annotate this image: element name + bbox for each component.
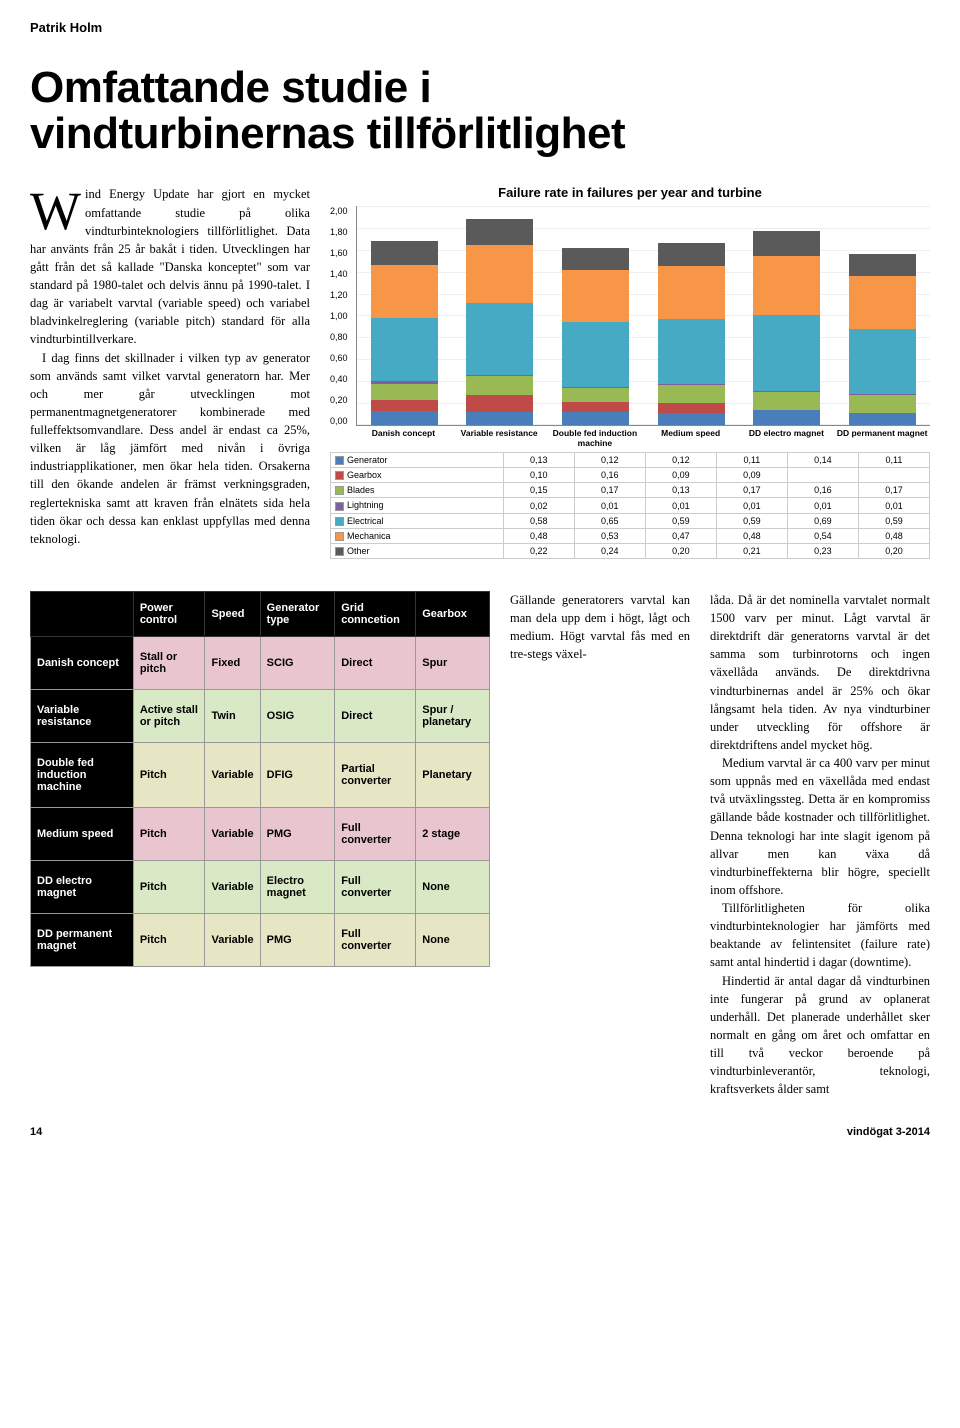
chart-title: Failure rate in failures per year and tu… xyxy=(330,185,930,200)
publication-ref: vindögat 3-2014 xyxy=(847,1126,930,1138)
page-footer: 14 vindögat 3-2014 xyxy=(30,1126,930,1138)
page-number: 14 xyxy=(30,1126,42,1138)
left-column: Wind Energy Update har gjort en mycket o… xyxy=(30,185,310,573)
article-title: Omfattande studie i vindturbinernas till… xyxy=(30,65,930,157)
body-para-1: Wind Energy Update har gjort en mycket o… xyxy=(30,185,310,348)
author: Patrik Holm xyxy=(30,20,930,35)
chart-y-axis: 2,001,801,601,401,201,000,800,600,400,20… xyxy=(330,206,350,426)
dropcap: W xyxy=(30,185,85,235)
body-right-4: Hindertid är antal dagar då vindturbinen… xyxy=(710,972,930,1099)
body-right-3: Tillförlitligheten för olika vindturbint… xyxy=(710,899,930,972)
body-right-1: låda. Då är det nominella varvtalet norm… xyxy=(710,591,930,754)
body-right-2: Medium varvtal är ca 400 varv per minut … xyxy=(710,754,930,899)
chart-x-labels: Danish conceptVariable resistanceDouble … xyxy=(356,429,930,448)
failure-rate-chart: Failure rate in failures per year and tu… xyxy=(330,185,930,559)
body-mid: Gällande generatorers varvtal kan man de… xyxy=(510,591,690,664)
body-para-2: I dag finns det skillnader i vilken typ … xyxy=(30,349,310,548)
chart-data-table: Generator0,130,120,120,110,140,11Gearbox… xyxy=(330,452,930,559)
mid-column: Gällande generatorers varvtal kan man de… xyxy=(510,591,690,1099)
technology-table: Power controlSpeedGenerator typeGrid con… xyxy=(30,591,490,1099)
right-column: låda. Då är det nominella varvtalet norm… xyxy=(710,591,930,1099)
chart-bars xyxy=(356,206,930,426)
